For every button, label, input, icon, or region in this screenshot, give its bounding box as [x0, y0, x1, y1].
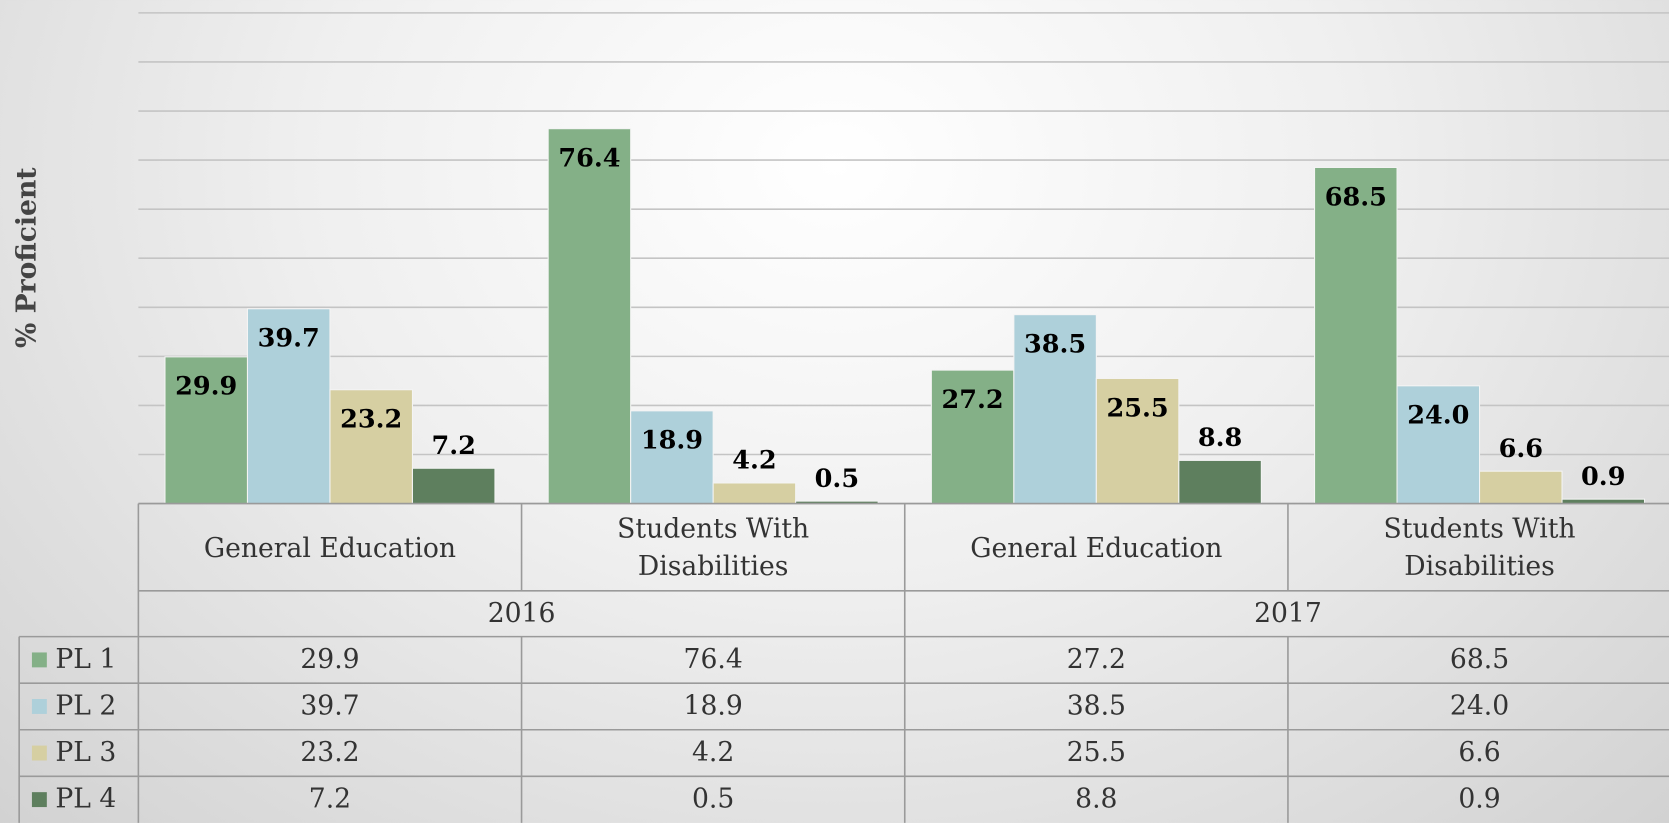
table-cell: 8.8 — [1075, 784, 1117, 815]
data-label: 6.6 — [1499, 434, 1543, 464]
x-tick-label: Students With Disabilities — [1383, 513, 1576, 582]
bar — [329, 389, 413, 505]
x-tick-label: General Education — [203, 531, 457, 563]
table-cell: 0.9 — [1458, 784, 1500, 815]
data-label: 68.5 — [1325, 182, 1387, 212]
bar — [1479, 470, 1563, 505]
data-label: 38.5 — [1024, 330, 1086, 360]
table-cell: 39.7 — [300, 691, 359, 722]
bar — [630, 410, 714, 505]
data-label: 0.9 — [1581, 462, 1625, 492]
legend-label: PL 3 — [55, 737, 116, 768]
category-cell: Students With Disabilities — [1288, 504, 1669, 591]
bar — [164, 356, 249, 505]
data-label: 18.9 — [641, 426, 703, 456]
data-label: 24.0 — [1407, 401, 1469, 431]
legend-swatch — [31, 792, 47, 808]
bar — [246, 308, 331, 505]
table-cell: 27.2 — [1067, 644, 1126, 675]
data-label: 23.2 — [340, 405, 402, 435]
category-cell: General Education — [138, 504, 521, 591]
bar — [1095, 377, 1180, 505]
data-label: 39.7 — [258, 324, 320, 354]
legend-swatch — [31, 699, 47, 714]
table-cell: 18.9 — [684, 691, 743, 722]
data-label: 76.4 — [558, 144, 620, 174]
table-cell: 0.5 — [692, 784, 734, 815]
bar — [411, 467, 496, 505]
category-label-box: Students With Disabilities — [522, 504, 905, 591]
data-label: 25.5 — [1106, 393, 1168, 423]
table-cell: 38.5 — [1067, 691, 1126, 722]
data-label: 7.2 — [431, 431, 475, 461]
bar — [547, 128, 632, 505]
table-cell: 7.2 — [309, 784, 351, 815]
data-label: 29.9 — [175, 372, 237, 402]
table-cell: 23.2 — [300, 737, 359, 768]
x-tick-label: General Education — [970, 531, 1223, 563]
bar — [1396, 385, 1481, 505]
table-cell: 29.9 — [300, 644, 359, 675]
table-cell: 76.4 — [684, 644, 743, 675]
data-label: 0.5 — [815, 464, 859, 494]
category-label-box: General Education — [905, 504, 1288, 591]
data-label: 8.8 — [1198, 423, 1242, 453]
group-label: 2017 — [1254, 598, 1322, 629]
bar — [712, 482, 797, 505]
legend-swatch — [31, 745, 47, 761]
category-cell: Students With Disabilities — [522, 504, 905, 591]
bar — [1314, 166, 1398, 505]
table-cell: 25.5 — [1067, 737, 1126, 768]
y-axis-title: % Proficient — [12, 167, 43, 348]
legend-swatch — [31, 652, 47, 668]
category-label-box: General Education — [138, 504, 521, 591]
table-cell: 4.2 — [692, 737, 734, 768]
table-cell: 6.6 — [1458, 737, 1500, 768]
group-label: 2016 — [488, 598, 556, 629]
bar — [1178, 459, 1262, 505]
category-cell: General Education — [905, 504, 1288, 591]
table-cell: 68.5 — [1450, 644, 1509, 675]
x-tick-label: Students With Disabilities — [617, 513, 810, 582]
legend-label: PL 2 — [55, 691, 116, 722]
data-label: 4.2 — [732, 446, 776, 476]
category-label-box: Students With Disabilities — [1288, 504, 1669, 591]
legend-label: PL 4 — [55, 784, 116, 815]
data-label: 27.2 — [942, 385, 1004, 415]
legend-label: PL 1 — [55, 644, 116, 675]
table-cell: 24.0 — [1450, 691, 1509, 722]
